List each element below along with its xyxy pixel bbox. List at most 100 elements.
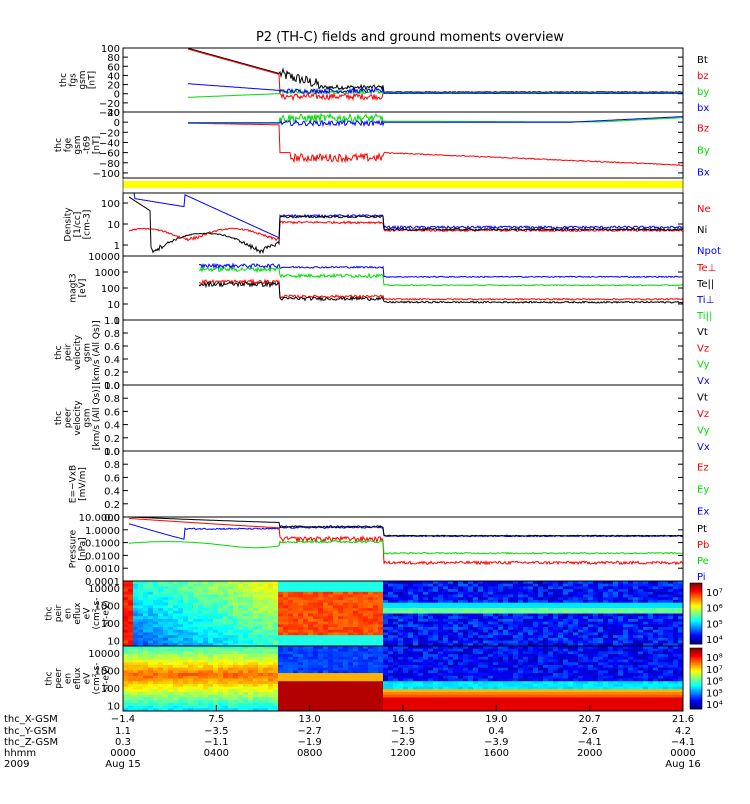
peir-spectrogram-cell xyxy=(458,635,463,638)
peer-spectrogram-cell xyxy=(288,676,293,679)
peer-spectrogram-cell xyxy=(523,700,528,703)
peer-spectrogram-cell xyxy=(228,681,233,684)
peer-spectrogram-cell xyxy=(368,651,373,654)
peir-spectrogram-cell xyxy=(543,608,548,611)
peer-spectrogram-cell xyxy=(283,654,288,657)
peer-spectrogram-cell xyxy=(313,687,318,690)
peir-spectrogram-cell xyxy=(473,592,478,595)
peer-spectrogram-cell xyxy=(333,676,338,679)
peir-spectrogram-cell xyxy=(363,622,368,625)
peer-spectrogram-cell xyxy=(498,706,503,709)
peer-spectrogram-cell xyxy=(503,662,508,665)
peer-spectrogram-cell xyxy=(303,673,308,676)
peer-spectrogram-cell xyxy=(513,668,518,671)
peer-spectrogram-cell xyxy=(153,654,158,657)
peir-spectrogram-cell xyxy=(173,608,178,611)
peir-spectrogram-cell xyxy=(533,603,538,606)
peir-spectrogram-cell xyxy=(513,627,518,630)
peer-spectrogram-cell xyxy=(423,684,428,687)
peer-spectrogram-cell xyxy=(438,687,443,690)
peir-spectrogram-cell xyxy=(333,586,338,589)
peer-spectrogram-cell xyxy=(538,706,543,709)
peer-spectrogram-cell xyxy=(503,649,508,652)
peir-spectrogram-cell xyxy=(508,586,513,589)
peir-spectrogram-cell xyxy=(243,605,248,608)
peir-spectrogram-cell xyxy=(293,632,298,635)
peer-spectrogram-cell xyxy=(198,697,203,700)
peer-spectrogram-cell xyxy=(268,651,273,654)
peir-spectrogram-cell xyxy=(463,619,468,622)
peer-spectrogram-cell xyxy=(148,706,153,709)
peir-spectrogram-cell xyxy=(298,616,303,619)
peer-spectrogram-cell xyxy=(228,706,233,709)
peer-spectrogram-cell xyxy=(473,700,478,703)
peir-spectrogram-cell xyxy=(518,616,523,619)
peir-spectrogram-cell xyxy=(628,603,633,606)
peer-spectrogram-cell xyxy=(163,687,168,690)
peir-spectrogram-cell xyxy=(478,597,483,600)
peir-spectrogram-cell xyxy=(253,624,258,627)
legend-label: Ex xyxy=(697,507,709,518)
peir-spectrogram-cell xyxy=(488,597,493,600)
peer-spectrogram-cell xyxy=(248,706,253,709)
peir-spectrogram-cell xyxy=(258,627,263,630)
peir-spectrogram-cell xyxy=(508,600,513,603)
peer-spectrogram-cell xyxy=(343,679,348,682)
peir-spectrogram-cell xyxy=(628,584,633,587)
peir-spectrogram-cell xyxy=(563,597,568,600)
peir-spectrogram-cell xyxy=(343,630,348,633)
peir-spectrogram-cell xyxy=(148,603,153,606)
peir-spectrogram-cell xyxy=(358,641,363,644)
peir-spectrogram-cell xyxy=(273,630,278,633)
peir-spectrogram-cell xyxy=(283,586,288,589)
peer-spectrogram-cell xyxy=(493,662,498,665)
peir-spectrogram-cell xyxy=(273,589,278,592)
peer-spectrogram-cell xyxy=(488,654,493,657)
peer-spectrogram-cell xyxy=(338,654,343,657)
peir-spectrogram-cell xyxy=(388,632,393,635)
peer-spectrogram-cell xyxy=(398,689,403,692)
peer-spectrogram-cell xyxy=(293,654,298,657)
peer-spectrogram-cell xyxy=(128,673,133,676)
peer-spectrogram-cell xyxy=(518,654,523,657)
peer-spectrogram-cell xyxy=(543,679,548,682)
peir-spectrogram-cell xyxy=(613,616,618,619)
peir-spectrogram-cell xyxy=(283,635,288,638)
peer-spectrogram-cell xyxy=(163,695,168,698)
peir-spectrogram-cell xyxy=(163,635,168,638)
peir-spectrogram-cell xyxy=(598,611,603,614)
peir-spectrogram-cell xyxy=(643,605,648,608)
peer-spectrogram-cell xyxy=(283,695,288,698)
peer-spectrogram-cell xyxy=(243,681,248,684)
peer-spectrogram-cell xyxy=(443,670,448,673)
peir-spectrogram-cell xyxy=(183,584,188,587)
peir-spectrogram-cell xyxy=(248,619,253,622)
peir-spectrogram-cell xyxy=(273,611,278,614)
peir-spectrogram-cell xyxy=(498,630,503,633)
peir-spectrogram-cell xyxy=(538,627,543,630)
peir-spectrogram-cell xyxy=(548,611,553,614)
peir-spectrogram-cell xyxy=(388,584,393,587)
peer-spectrogram-cell xyxy=(233,660,238,663)
peir-spectrogram-cell xyxy=(328,605,333,608)
peir-spectrogram-cell xyxy=(398,600,403,603)
peer-spectrogram-cell xyxy=(268,687,273,690)
peer-spectrogram-cell xyxy=(308,695,313,698)
peer-spectrogram-cell xyxy=(363,703,368,706)
peir-spectrogram-cell xyxy=(443,595,448,598)
peer-spectrogram-cell xyxy=(143,687,148,690)
peir-spectrogram-cell xyxy=(603,622,608,625)
peir-spectrogram-cell xyxy=(653,619,658,622)
peer-spectrogram-cell xyxy=(318,689,323,692)
peir-spectrogram-cell xyxy=(433,595,438,598)
peer-spectrogram-cell xyxy=(153,700,158,703)
peer-spectrogram-cell xyxy=(463,670,468,673)
peer-spectrogram-cell xyxy=(368,697,373,700)
peir-spectrogram-cell xyxy=(288,632,293,635)
peir-spectrogram-cell xyxy=(443,638,448,641)
peir-spectrogram-cell xyxy=(368,632,373,635)
peer-spectrogram-cell xyxy=(198,706,203,709)
peer-spectrogram-cell xyxy=(363,700,368,703)
peir-spectrogram-cell xyxy=(593,619,598,622)
